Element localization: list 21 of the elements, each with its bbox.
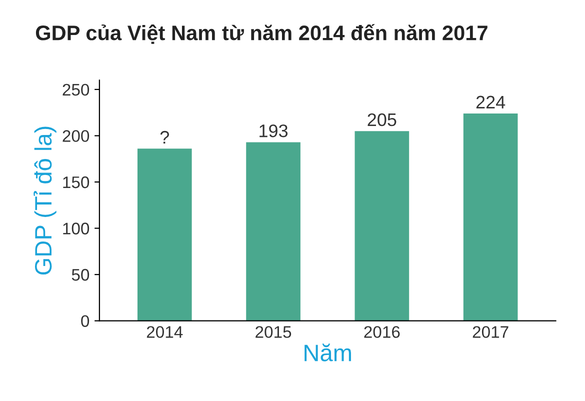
bar <box>354 131 410 321</box>
chart-title: GDP của Việt Nam từ năm 2014 đến năm 2017 <box>36 24 488 44</box>
bar <box>137 148 192 321</box>
y-tick-label: 0 <box>81 315 90 328</box>
bar <box>246 142 300 321</box>
data-label: 205 <box>368 113 396 126</box>
data-label: 193 <box>260 124 288 138</box>
x-tick-label: 2015 <box>256 326 292 338</box>
data-label: ? <box>160 130 169 144</box>
data-label: 224 <box>476 96 506 108</box>
x-tick-label: 2017 <box>472 326 508 338</box>
x-tick-label: 2014 <box>146 326 183 338</box>
y-axis-title: GDP (Tỉ đô la) <box>34 126 56 275</box>
y-tick-label: 200 <box>62 130 90 142</box>
x-tick-label: 2016 <box>364 326 400 338</box>
y-tick-label: 250 <box>62 84 90 96</box>
y-tick-label: 150 <box>63 176 90 188</box>
y-tick-label: 100 <box>63 222 90 234</box>
bar <box>463 114 518 321</box>
x-axis-title: Năm <box>304 344 351 362</box>
y-tick-label: 50 <box>72 268 90 281</box>
